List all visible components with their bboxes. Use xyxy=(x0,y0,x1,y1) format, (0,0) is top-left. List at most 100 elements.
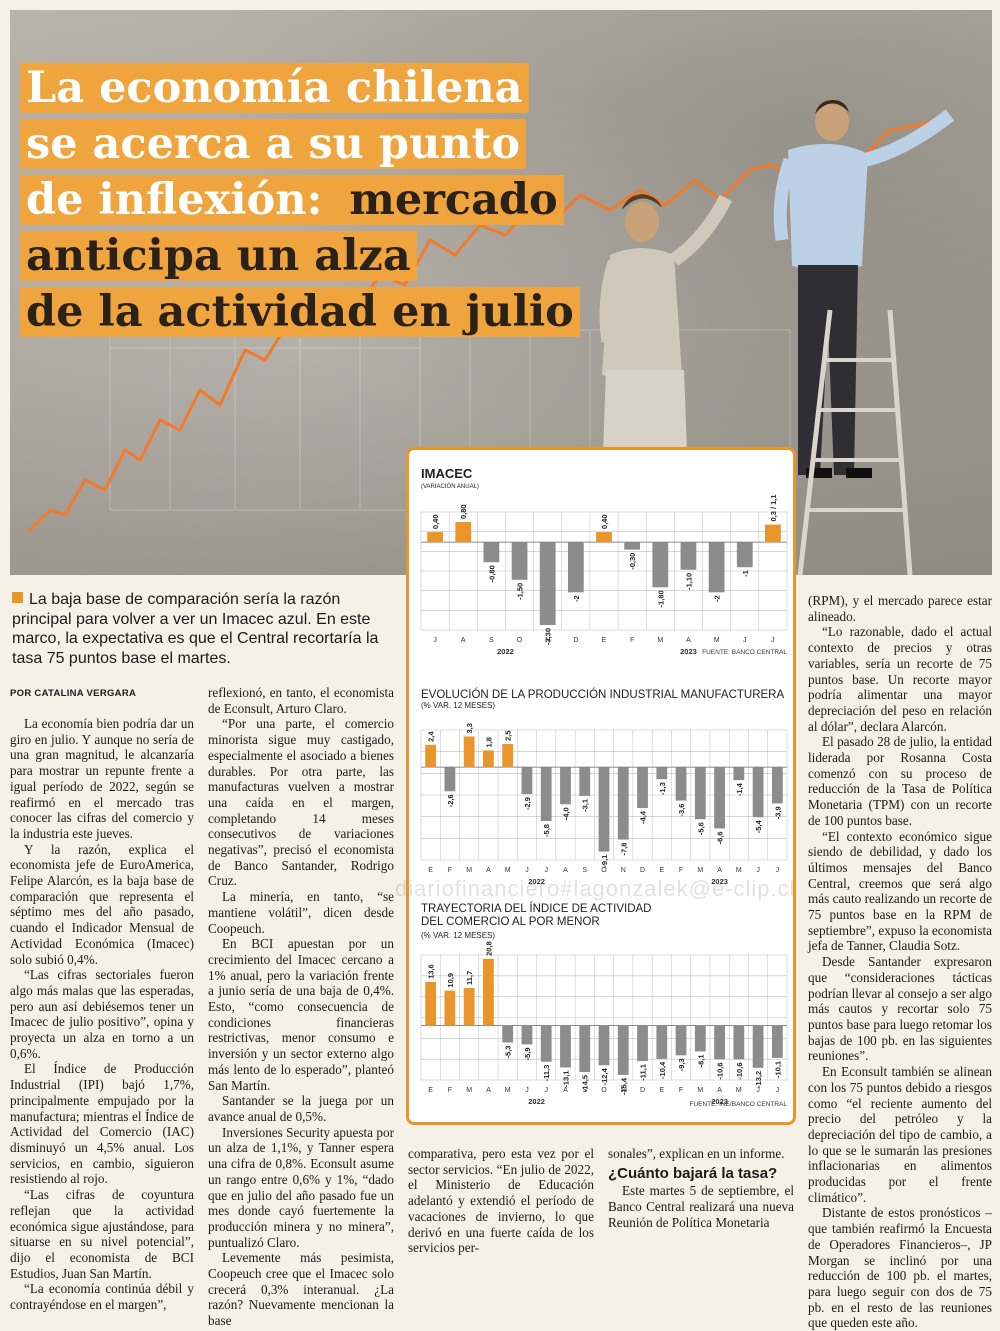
tick-label: J xyxy=(544,1087,548,1094)
tick-label: F xyxy=(448,1087,452,1094)
chart-source: FUENTE: BANCO CENTRAL xyxy=(702,649,787,656)
chart-bar xyxy=(771,767,783,804)
tick-label: M xyxy=(714,637,720,644)
tick-label: A xyxy=(717,867,722,874)
article-column-3: comparativa, pero esta vez por el sector… xyxy=(408,1146,594,1256)
tick-label: E xyxy=(659,867,664,874)
tick-label: J xyxy=(525,867,529,874)
headline-line: La economía chilena xyxy=(20,63,529,113)
hero-photo: La economía chilena se acerca a su punto d… xyxy=(10,10,992,575)
year-label: 2023 xyxy=(711,877,728,886)
chart-panel: IMACEC (VARIACIÓN ANUAL) 0,40 J 0,80 A -0,80 S -… xyxy=(406,447,796,1125)
data-label: -2,6 xyxy=(446,794,455,807)
data-label: -9,3 xyxy=(677,1058,686,1071)
tick-label: M xyxy=(466,867,472,874)
chart-bar xyxy=(771,1025,783,1058)
headline-line: anticipa un alza xyxy=(20,231,417,281)
data-label: -10,6 xyxy=(735,1062,744,1079)
man-figure xyxy=(773,100,955,478)
year-label: 2022 xyxy=(528,1097,545,1106)
data-label: -1,4 xyxy=(735,782,744,796)
chart-bar xyxy=(560,1025,571,1068)
chart-bar xyxy=(680,542,697,570)
data-label: 2,4 xyxy=(427,731,436,742)
headline-line: de inflexión: xyxy=(20,175,329,225)
tick-label: M xyxy=(657,637,663,644)
tick-label: F xyxy=(448,867,452,874)
tick-label: O xyxy=(601,867,607,874)
paragraph: Inversiones Security apuesta por un alza… xyxy=(208,1124,394,1250)
chart-bar xyxy=(617,767,629,840)
paragraph: sonales”, explican en un informe. xyxy=(608,1146,785,1161)
chart-bar xyxy=(502,743,514,768)
tick-label: M xyxy=(697,867,703,874)
tick-label: J xyxy=(776,867,780,874)
data-label: -3,6 xyxy=(677,804,686,817)
chart-bar xyxy=(733,767,745,781)
tick-label: A xyxy=(486,1087,491,1094)
tick-label: M xyxy=(505,1087,511,1094)
data-label: -7,8 xyxy=(619,843,628,856)
paragraph: “Las cifras de coyuntura reflejan que la… xyxy=(10,1187,194,1281)
tick-label: O xyxy=(601,1087,607,1094)
chart-title: IMACEC xyxy=(421,466,473,481)
data-label: -11,1 xyxy=(639,1064,648,1081)
paragraph: “Por una parte, el comercio minorista si… xyxy=(208,716,394,889)
data-label: -3,1 xyxy=(581,799,590,812)
bullet-square-icon xyxy=(12,592,23,603)
data-label: -1,80 xyxy=(656,590,665,607)
headline: La economía chilena se acerca a su punto d… xyxy=(20,60,580,340)
chart-bar xyxy=(733,1025,745,1060)
data-label: -1,3 xyxy=(658,782,667,795)
data-label: -5,4 xyxy=(754,819,763,833)
ladder xyxy=(797,309,913,575)
tick-label: S xyxy=(582,867,587,874)
paragraph: Levemente más pesimista, Coopeuch cree q… xyxy=(208,1250,394,1329)
data-label: -12,4 xyxy=(600,1067,609,1085)
data-label: -2,9 xyxy=(523,797,532,810)
chart-bar xyxy=(579,767,591,796)
data-label: -14,5 xyxy=(581,1075,590,1092)
chart-bar xyxy=(539,542,556,625)
data-label: -4,0 xyxy=(561,807,570,820)
charts-svg: IMACEC(VARIACIÓN ANUAL)0,40J0,80A-0,80S-… xyxy=(420,466,787,1108)
chart-bar xyxy=(752,1025,764,1068)
tick-label: M xyxy=(466,1087,472,1094)
article-column-1: La economía bien podría dar un giro en j… xyxy=(10,716,194,1313)
chart-bar xyxy=(656,1025,668,1059)
tick-label: A xyxy=(686,637,691,644)
tick-label: E xyxy=(659,1087,664,1094)
chart-bar xyxy=(714,767,725,829)
paragraph: comparativa, pero esta vez por el sector… xyxy=(408,1146,594,1256)
data-label: -11,3 xyxy=(542,1065,551,1082)
chart-source: FUENTE: INE/BANCO CENTRAL xyxy=(689,1101,787,1108)
paragraph: En BCI apuestan por un crecimiento del I… xyxy=(208,936,394,1093)
tick-label: N xyxy=(621,867,626,874)
tick-label: M xyxy=(697,1087,703,1094)
data-label: -5,9 xyxy=(523,1047,532,1060)
chart-bar xyxy=(483,542,500,563)
tick-label: J xyxy=(756,1087,760,1094)
chart-bar xyxy=(540,1025,552,1062)
chart-bar xyxy=(427,532,443,543)
paragraph: “El contexto económico sigue siendo de d… xyxy=(808,828,992,954)
tick-label: M xyxy=(505,867,511,874)
data-label: -8,1 xyxy=(696,1054,705,1067)
tick-label: J xyxy=(525,1087,529,1094)
paragraph: “La economía continúa débil y contrayénd… xyxy=(10,1281,194,1313)
chart-bar xyxy=(483,750,494,768)
tick-label: A xyxy=(717,1087,722,1094)
data-label: -2 xyxy=(572,595,581,602)
chart-bar xyxy=(521,767,533,795)
data-label: 20,8 xyxy=(484,941,493,956)
data-label: -6,6 xyxy=(716,831,725,844)
tick-label: D xyxy=(640,867,645,874)
headline-line-rest: mercado xyxy=(328,175,564,225)
paragraph: “Lo razonable, dado el actual contexto d… xyxy=(808,624,992,734)
lede: La baja base de comparación sería la raz… xyxy=(12,590,382,668)
tick-label: D xyxy=(640,1087,645,1094)
tick-label: N xyxy=(545,637,550,644)
data-label: -0,30 xyxy=(628,553,637,570)
chart-bar xyxy=(624,542,641,550)
chart-bar xyxy=(675,767,687,801)
